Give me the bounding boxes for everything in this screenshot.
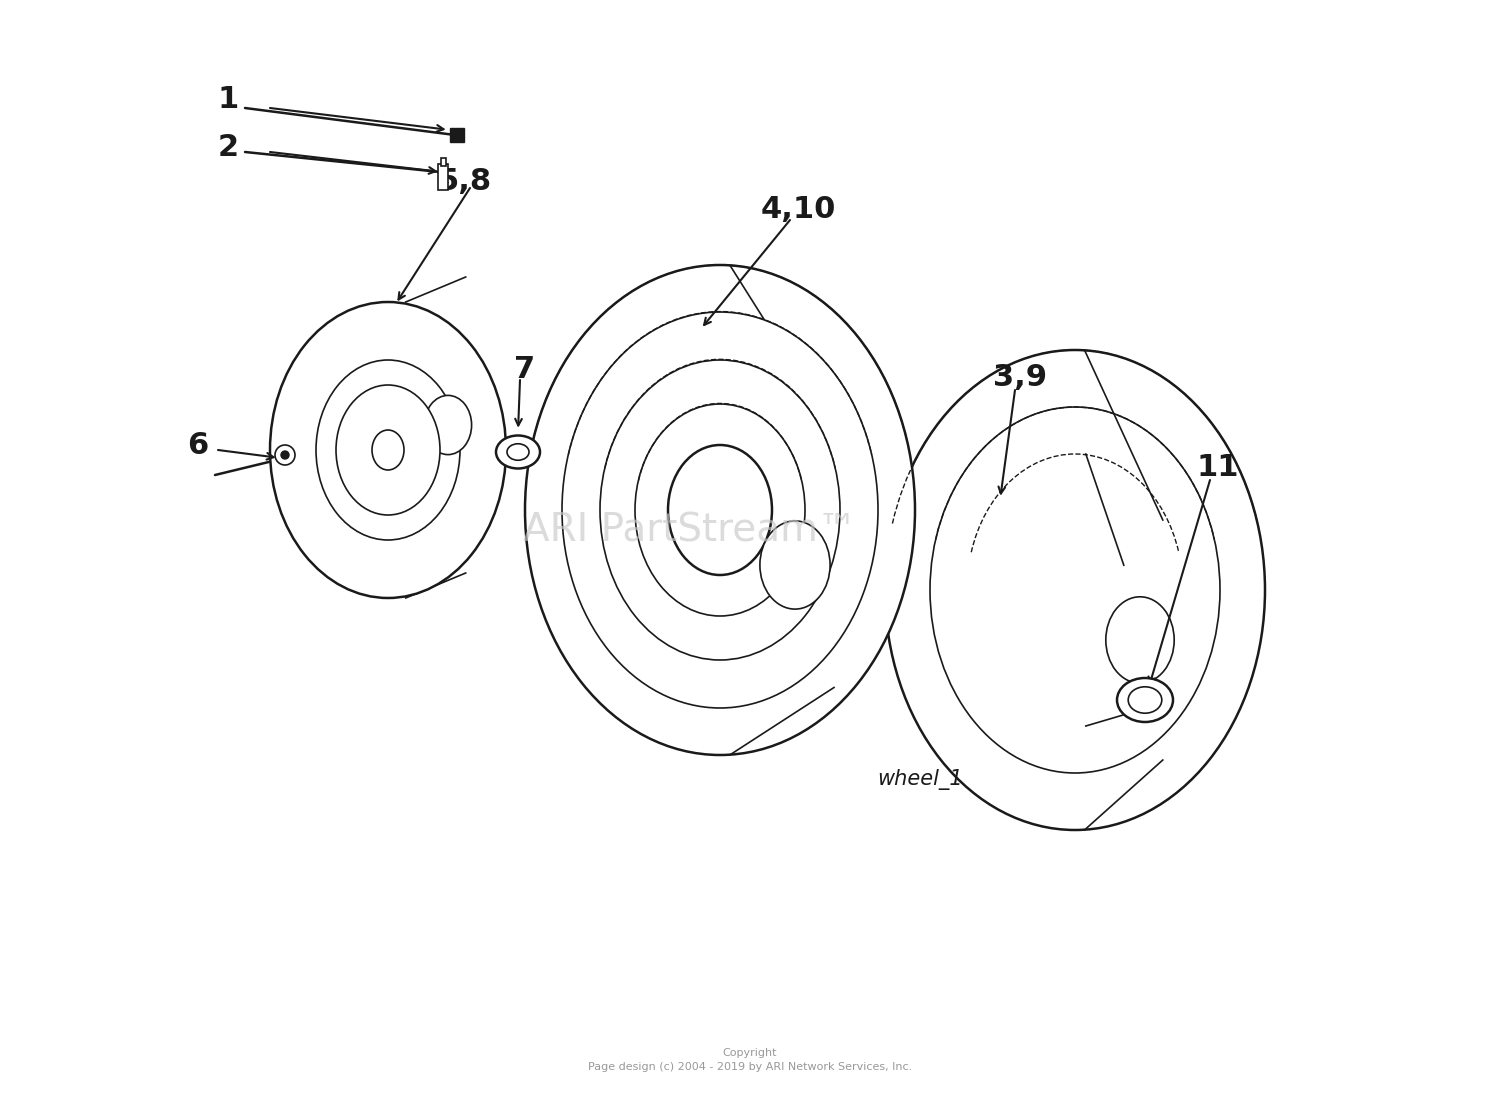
Ellipse shape [1118, 678, 1173, 722]
Ellipse shape [760, 521, 830, 609]
Ellipse shape [270, 302, 506, 598]
Ellipse shape [668, 445, 772, 575]
Ellipse shape [352, 405, 423, 494]
Text: 5,8: 5,8 [438, 168, 492, 197]
Text: wheel_1: wheel_1 [878, 770, 963, 791]
Ellipse shape [316, 360, 460, 540]
Ellipse shape [562, 312, 878, 708]
Ellipse shape [496, 436, 540, 468]
Bar [441, 157, 446, 166]
Text: 4,10: 4,10 [760, 195, 836, 225]
Ellipse shape [1128, 687, 1162, 713]
Text: 1: 1 [217, 86, 238, 115]
Ellipse shape [336, 385, 440, 515]
Bar [438, 164, 448, 190]
Ellipse shape [634, 404, 806, 615]
Text: 7: 7 [514, 355, 535, 384]
Text: 2: 2 [217, 134, 238, 162]
Ellipse shape [424, 395, 471, 455]
Text: ARI PartStream™: ARI PartStream™ [524, 510, 856, 548]
Ellipse shape [600, 360, 840, 660]
Circle shape [274, 445, 296, 465]
Ellipse shape [885, 350, 1264, 830]
Ellipse shape [1106, 596, 1174, 684]
Text: 3,9: 3,9 [993, 363, 1047, 392]
Bar [450, 128, 464, 142]
Ellipse shape [372, 430, 404, 470]
Text: Copyright
Page design (c) 2004 - 2019 by ARI Network Services, Inc.: Copyright Page design (c) 2004 - 2019 by… [588, 1048, 912, 1072]
Ellipse shape [525, 265, 915, 755]
Circle shape [280, 451, 290, 459]
Text: 11: 11 [1197, 454, 1239, 483]
Ellipse shape [930, 407, 1220, 773]
Text: 6: 6 [188, 431, 209, 460]
Ellipse shape [507, 443, 530, 460]
Ellipse shape [968, 454, 1184, 726]
